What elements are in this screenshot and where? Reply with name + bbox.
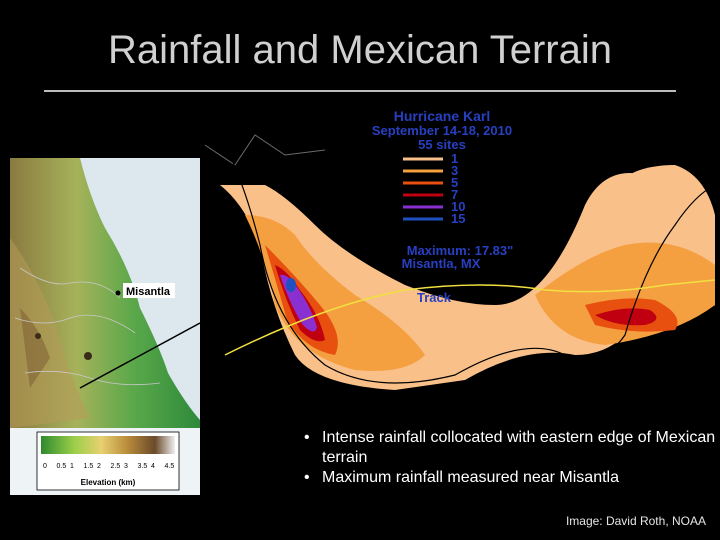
elevation-tick-label: 0 (43, 463, 47, 470)
maximum-location-label: Misantla, MX (402, 256, 481, 271)
track-label: Track (417, 290, 452, 305)
legend-label: 7 (451, 187, 458, 202)
storm-dates: September 14-18, 2010 (372, 123, 512, 138)
rainfall-map: Hurricane Karl September 14-18, 2010 55 … (205, 105, 715, 395)
elevation-color-scale (41, 436, 175, 454)
bullet-item: Maximum rainfall measured near Misantla (296, 468, 716, 488)
legend-label: 1 (451, 151, 458, 166)
elevation-tick-label: 1 (70, 463, 74, 470)
legend-label: 5 (451, 175, 458, 190)
legend-label: 3 (451, 163, 458, 178)
image-credit: Image: David Roth, NOAA (565, 514, 706, 528)
elevation-tick-label: 4 (151, 463, 155, 470)
elevation-tick-label: 1.5 (84, 463, 94, 470)
elevation-legend-title: Elevation (km) (81, 478, 136, 487)
maximum-rainfall-label: Maximum: 17.83" (407, 243, 514, 258)
storm-track-line (224, 279, 715, 356)
elevation-tick-label: 4.5 (165, 463, 175, 470)
town-marker-icon (115, 290, 121, 296)
town-label: Misantla (126, 286, 171, 298)
terrain-elevation-map: Misantla 0 0.5 1 1.5 2 2.5 3 3.5 4 4.5 Elevation … (10, 158, 200, 495)
elevation-tick-label: 2.5 (111, 463, 121, 470)
site-count: 55 sites (418, 137, 466, 152)
elevation-tick-label: 0.5 (57, 463, 67, 470)
legend-label: 15 (451, 211, 465, 226)
elevation-tick-label: 3 (124, 463, 128, 470)
elevation-tick-label: 3.5 (138, 463, 148, 470)
storm-name: Hurricane Karl (394, 108, 490, 124)
bullet-item: Intense rainfall collocated with eastern… (296, 428, 716, 468)
elevation-tick-label: 2 (97, 463, 101, 470)
title-divider (44, 90, 676, 92)
slide-title: Rainfall and Mexican Terrain (108, 28, 612, 72)
bullet-list: Intense rainfall collocated with eastern… (296, 428, 716, 488)
legend-label: 10 (451, 199, 465, 214)
